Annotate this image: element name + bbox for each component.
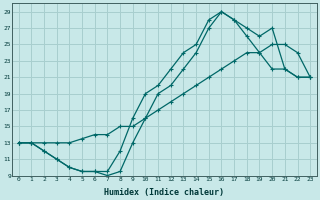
X-axis label: Humidex (Indice chaleur): Humidex (Indice chaleur) xyxy=(104,188,224,197)
